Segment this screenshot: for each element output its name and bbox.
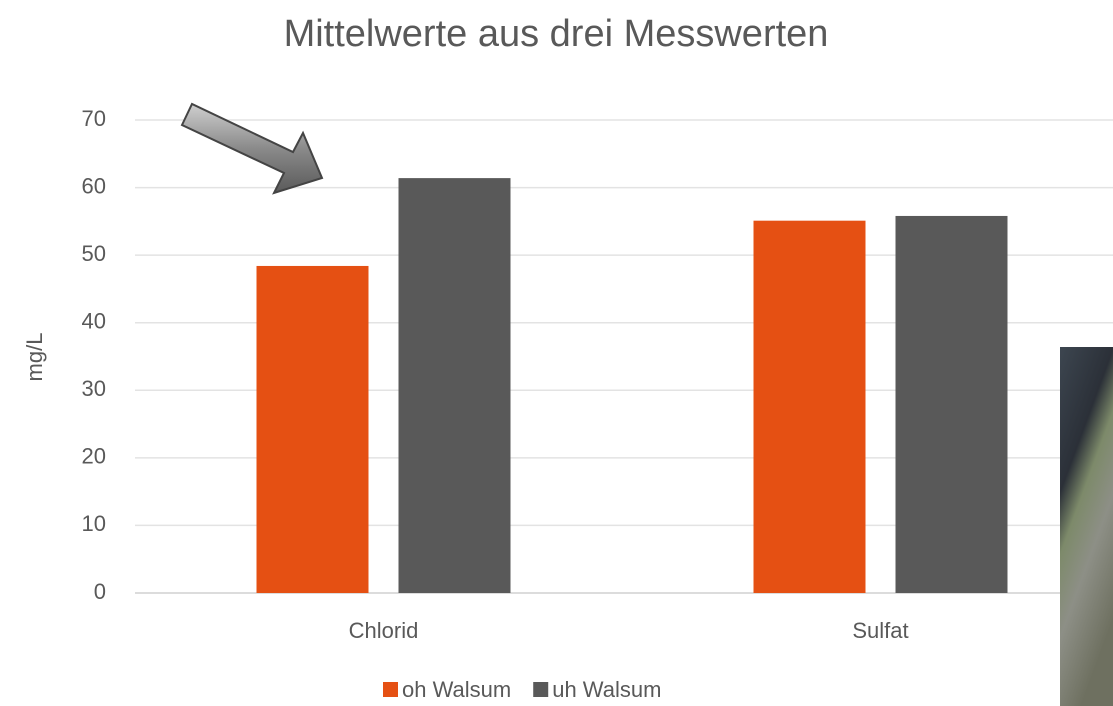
bar	[398, 178, 511, 593]
x-tick-label: Chlorid	[349, 618, 419, 643]
y-tick-label: 20	[82, 444, 106, 469]
chart-title: Mittelwerte aus drei Messwerten	[284, 13, 829, 55]
y-tick-label: 0	[94, 579, 106, 604]
y-tick-label: 70	[82, 106, 106, 131]
y-tick-label: 30	[82, 376, 106, 401]
y-tick-label: 40	[82, 309, 106, 334]
bar	[753, 220, 866, 593]
arrow	[180, 102, 324, 195]
decoration	[180, 102, 1113, 706]
legend-swatch	[383, 682, 398, 697]
legend-label: uh Walsum	[552, 677, 661, 702]
legend-label: oh Walsum	[402, 677, 511, 702]
y-tick-label: 60	[82, 173, 106, 198]
y-tick-label: 10	[82, 511, 106, 536]
legend-swatch	[533, 682, 549, 697]
bar	[256, 265, 369, 593]
x-tick-label: Sulfat	[852, 618, 908, 643]
y-tick-label: 50	[82, 241, 106, 266]
y-axis-label: mg/L	[22, 333, 47, 382]
aerial-photo	[1060, 347, 1113, 706]
bar	[895, 215, 1008, 594]
